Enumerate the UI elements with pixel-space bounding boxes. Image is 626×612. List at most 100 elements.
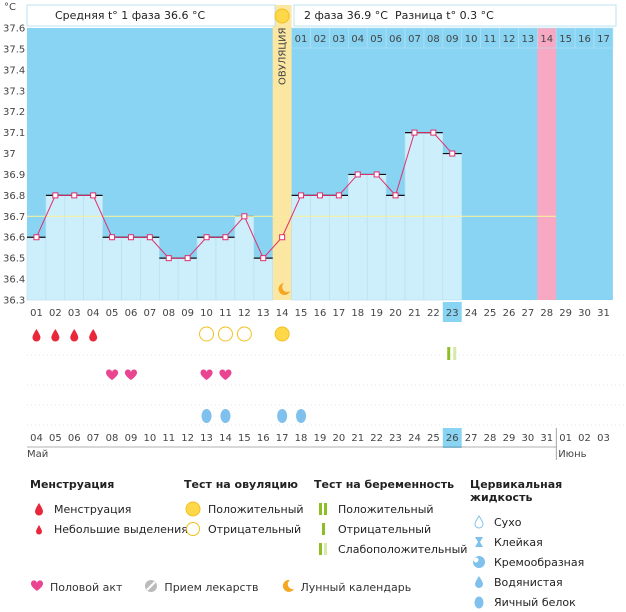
date-label: 12 [181,433,194,444]
egg-white-drop-icon [296,409,307,423]
y-tick-label: 36.3 [3,296,25,307]
legend-item: Кремообразная [494,555,585,569]
y-tick-label: 37.5 [3,44,25,55]
temp-point [33,234,40,241]
phase2-day-label: 05 [370,34,383,45]
menstruation-drop-icon [32,329,41,342]
legend-item: Положительный [338,502,434,516]
legend-item: Отрицательный [208,522,302,536]
cycle-day-label: 13 [257,308,270,319]
date-label: 05 [49,433,62,444]
phase2-day-label: 06 [389,34,402,45]
legend-title: Менструация [30,478,115,491]
legend-item: Небольшие выделения [54,522,188,536]
date-label: 01 [559,433,572,444]
cycle-day-label: 01 [30,308,43,319]
egg-white-icon [470,595,488,609]
legend-item: Прием лекарств [164,581,259,594]
menstruation-drop-icon [70,329,79,342]
date-label: 17 [276,433,289,444]
cycle-day-label: 20 [389,308,402,319]
sticky-icon [470,535,488,549]
cycle-day-label: 07 [143,308,156,319]
y-tick-label: 37 [3,149,16,160]
cycle-day-label: 26 [503,308,516,319]
temp-bar [215,236,236,301]
highlight-column [537,28,557,300]
cycle-day-label: 31 [597,308,610,319]
temp-point [316,192,323,199]
bbt-chart: °C 37.6 37.5 37.4 37.3 37.2 37.1 37 36.9 36.8 36.7… [3,2,626,460]
ovulation-test-negative-icon [199,326,215,342]
temp-bar [177,257,198,301]
temp-point [449,150,456,157]
ovulation-test-positive-icon [274,326,290,342]
temp-point [71,192,78,199]
moon-icon [278,283,291,295]
legend-item: Сухо [494,515,522,529]
cycle-day-label: 04 [87,308,100,319]
legend-bottom: Половой акт Прием лекарств Лунный календ… [30,579,411,596]
cycle-day-label: 05 [106,308,119,319]
creamy-icon [470,555,488,569]
cycle-day-label: 29 [559,308,572,319]
legend-title: Тест на беременность [314,478,455,491]
date-label: 13 [200,433,213,444]
phase2-day-label: 11 [484,34,497,45]
temp-point [335,192,342,199]
temp-bar [26,236,47,301]
cycle-day-label: 28 [540,308,553,319]
phase2-day-label: 03 [332,34,345,45]
double-line-icon [314,502,332,516]
y-tick-label: 36.6 [3,233,25,244]
cycle-day-label: 23 [446,308,459,319]
phase2-day-label: 13 [521,34,534,45]
cycle-day-label: 21 [408,308,421,319]
cycle-day-label: 16 [314,308,327,319]
date-label: 11 [162,433,175,444]
temp-point [109,234,116,241]
phase2-text: 2 фаза 36.9 °С [304,9,388,22]
menstruation-drop-icon [89,329,98,342]
cycle-day-label: 27 [521,308,534,319]
single-line-icon [314,522,332,536]
date-label: 31 [540,433,553,444]
y-tick-label: 36.8 [3,191,25,202]
cycle-day-label: 19 [370,308,383,319]
temp-point [52,192,59,199]
date-label: 19 [314,433,327,444]
temp-point [184,255,191,262]
date-label: 18 [295,433,308,444]
date-label: 09 [125,433,138,444]
y-tick-label: 36.4 [3,275,25,286]
temp-point [354,171,361,178]
sun-icon [184,501,202,517]
legend-menstruation: Менструация Менструация Небольшие выделе… [30,478,188,539]
pregnancy-test-icon [453,347,457,360]
date-label: 26 [446,433,459,444]
dry-drop-icon [470,515,488,529]
date-label: 10 [143,433,156,444]
cycle-day-label: 12 [238,308,251,319]
phase2-day-label: 07 [408,34,421,45]
pill-icon [144,579,158,596]
y-tick-label: 37.4 [3,65,25,76]
legend-item: Клейкая [494,535,543,549]
date-label: 21 [351,433,364,444]
ovulation-label: ОВУЛЯЦИЯ [278,28,289,86]
cycle-day-label: 17 [332,308,345,319]
temp-point [392,192,399,199]
temp-point [260,255,267,262]
phase2-day-label: 09 [446,34,459,45]
legend-item: Менструация [54,502,132,516]
legend-item: Слабоположительный [338,542,468,556]
legend-title: Цервикальная жидкость [470,478,563,504]
cycle-day-highlight [442,302,462,322]
date-label: 07 [87,433,100,444]
temp-bar [442,153,462,301]
temp-point [241,213,248,220]
cycle-day-label: 14 [276,308,289,319]
date-label: 06 [68,433,81,444]
phase2-day-label: 01 [295,34,308,45]
cycle-day-label: 03 [68,308,81,319]
